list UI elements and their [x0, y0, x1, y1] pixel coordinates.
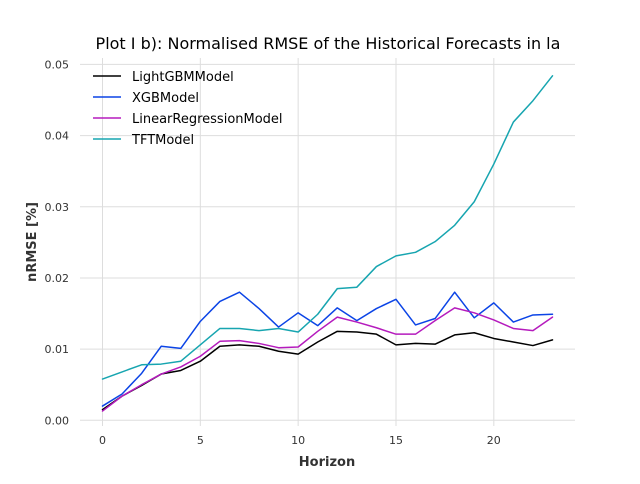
x-tick-label: 5 — [197, 434, 204, 447]
x-tick-label: 20 — [487, 434, 501, 447]
y-tick-label: 0.02 — [45, 272, 70, 285]
y-tick-labels: 0.00 0.01 0.02 0.03 0.04 0.05 — [45, 58, 70, 427]
series-lines — [101, 75, 554, 412]
series-line-tftmodel — [101, 75, 554, 380]
x-tick-label: 10 — [291, 434, 305, 447]
legend-label: LinearRegressionModel — [132, 112, 283, 127]
y-grid-lines — [80, 63, 575, 421]
x-tick-labels: 0 5 10 15 20 — [99, 434, 501, 447]
y-tick-label: 0.05 — [45, 58, 70, 71]
x-tick-label: 0 — [99, 434, 106, 447]
y-tick-label: 0.04 — [45, 130, 70, 143]
x-grid-lines — [102, 58, 495, 426]
legend-label: TFTModel — [131, 133, 194, 148]
chart-title: Plot I b): Normalised RMSE of the Histor… — [96, 34, 561, 53]
series-line-xgbmodel — [101, 291, 554, 407]
legend: LightGBMModel XGBModel LinearRegressionMod… — [93, 70, 283, 148]
series-line-lightgbmmodel — [101, 330, 554, 411]
legend-label: XGBModel — [132, 91, 199, 106]
y-tick-label: 0.00 — [45, 414, 70, 427]
y-axis-label: nRMSE [%] — [25, 202, 40, 282]
x-tick-label: 15 — [389, 434, 403, 447]
x-axis-label: Horizon — [299, 455, 355, 470]
series-line-linearregressionmodel — [101, 307, 554, 412]
y-tick-label: 0.01 — [45, 343, 70, 356]
y-tick-label: 0.03 — [45, 201, 70, 214]
legend-label: LightGBMModel — [132, 70, 234, 85]
